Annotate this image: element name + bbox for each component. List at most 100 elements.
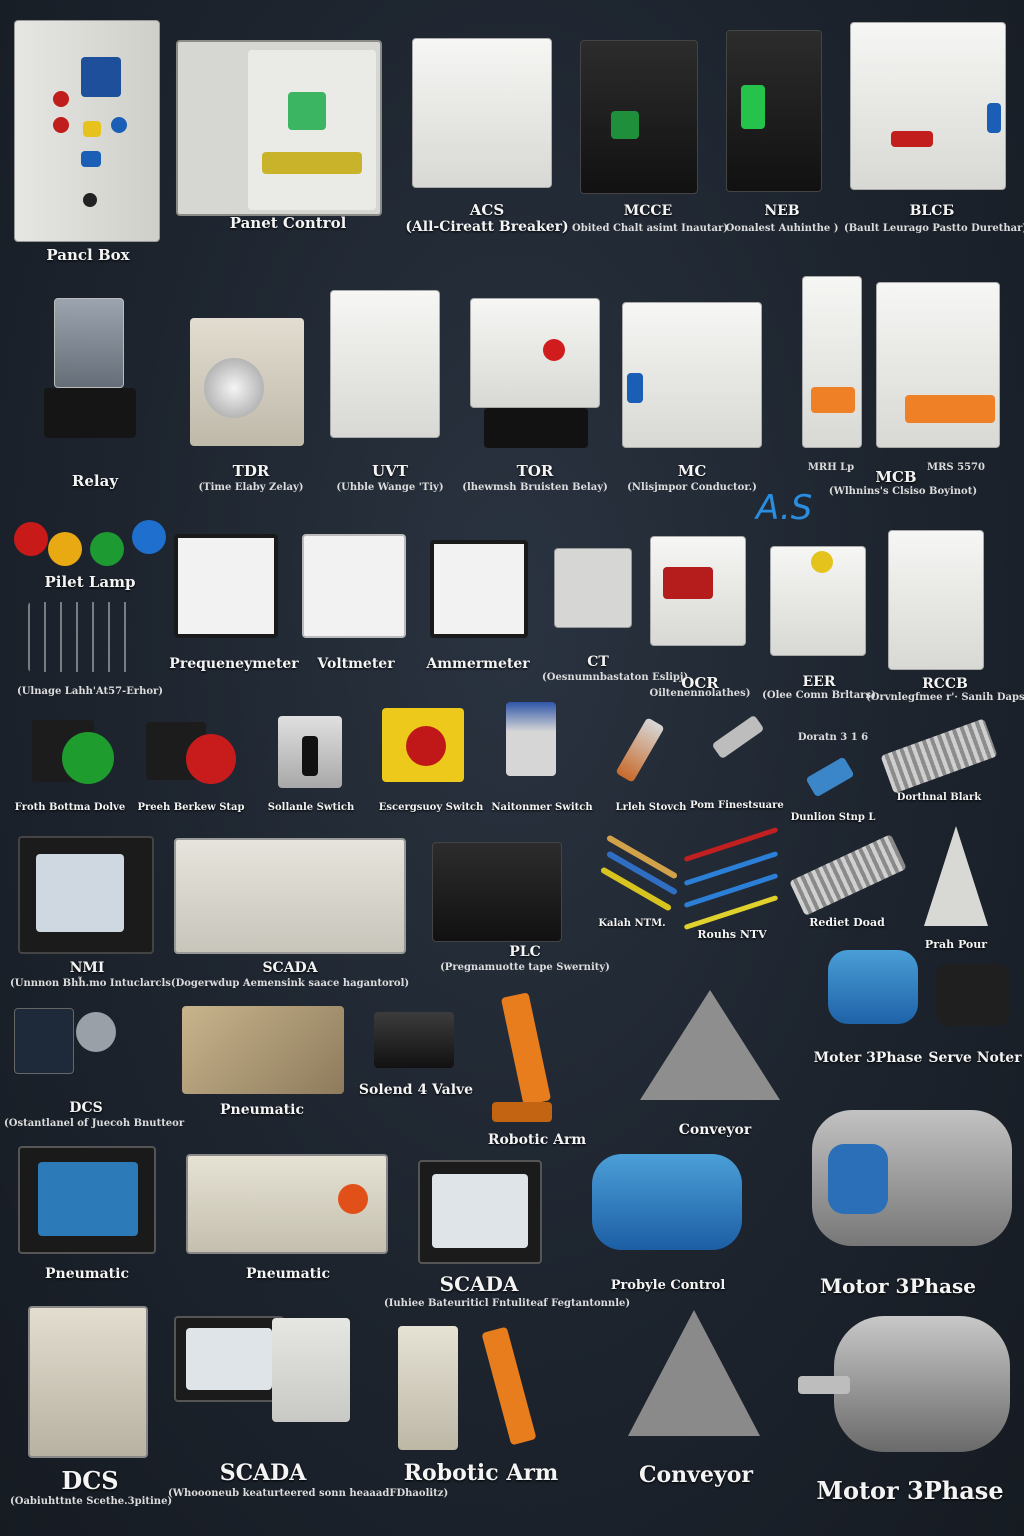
label-tor: TOR: [516, 462, 554, 480]
product-ocr[interactable]: OCR Oiltenennolathes): [640, 536, 760, 699]
product-tor[interactable]: TOR (lhewmsh Bruisten Belay): [460, 268, 610, 500]
sub-scada-2: (Iuhiee Bateuriticl Fntuliteaf Fegtanton…: [384, 1298, 631, 1309]
dcs-1-image: [14, 1008, 74, 1074]
label-rediet: Rediet Doad: [809, 916, 885, 929]
label-rccb: RCCB: [922, 676, 968, 692]
product-uvt[interactable]: UVT (Uhble Wange 'Tiy): [320, 290, 460, 500]
product-acs[interactable]: ACS (All-Cireatt Breaker): [404, 38, 570, 238]
product-rediet[interactable]: Rediet Doad: [782, 830, 912, 934]
product-eer[interactable]: EER (Olee Comn Brltars): [760, 536, 878, 701]
label-voltmeter: Voltmeter: [317, 656, 395, 672]
label-kalah: Kalah NTM.: [598, 918, 666, 929]
scada-2-image: [418, 1160, 542, 1264]
label-selector-switch: Sollanle Swtich: [267, 802, 355, 813]
label-robotic-2: Robotic Arm: [403, 1460, 559, 1486]
product-pilot-lamp[interactable]: Pilet Lamp (Ulnage Lahh'At57-Erhor): [6, 510, 174, 702]
product-servo[interactable]: Serve Noter: [926, 954, 1024, 1072]
product-probyle[interactable]: Probyle Control: [568, 1144, 768, 1294]
product-maintained-switch[interactable]: Naitonmer Switch: [486, 696, 598, 820]
frequencymeter-image: [174, 534, 278, 638]
robotic-arm-2-image: [481, 1326, 537, 1446]
product-ferrule[interactable]: Doratn 3 1 6 Dunlion Stnp L: [782, 714, 884, 826]
product-mcce[interactable]: MCCE Obited Chalt asimt Inautar): [572, 40, 728, 238]
label-pneumatic-2: Pneumatic: [45, 1266, 129, 1282]
product-ammeter[interactable]: Ammermeter: [416, 540, 540, 680]
product-kalah[interactable]: Kalah NTM.: [582, 834, 682, 934]
hmi-image: [18, 836, 154, 954]
product-scada-3[interactable]: SCADA (Whoooneub keaturteered sonn heaaa…: [168, 1312, 448, 1522]
product-blcb[interactable]: BLCБ (Bault Leurago Pastto Durethar): [844, 22, 1024, 238]
product-pneumatic-2[interactable]: Pneumatic: [14, 1144, 160, 1290]
product-ct[interactable]: CT (Oesnumnbastaton Eslipj): [542, 544, 688, 688]
product-panet-control[interactable]: Panet Control: [172, 38, 404, 238]
green-lamp-icon: [90, 532, 124, 566]
product-scada-1[interactable]: SCADA (Dogerwdup Aemensink saace haganto…: [170, 832, 410, 992]
sub-mcce: Obited Chalt asimt Inautar): [572, 223, 728, 234]
product-motor-a[interactable]: Moter 3Phase: [808, 940, 928, 1072]
label-robotic-1: Robotic Arm: [487, 1132, 587, 1148]
label-pneumatic-1: Pneumatic: [220, 1102, 304, 1118]
prah-pour-icon: [924, 826, 988, 926]
product-neb[interactable]: NEB Oonalest Auhinthe ): [720, 30, 844, 238]
label-ct: CT: [587, 654, 609, 670]
product-cable-lug[interactable]: Lrleh Stovch: [606, 708, 696, 820]
product-tdr[interactable]: TDR (Time Elaby Zelay): [176, 310, 326, 500]
label-conveyor-2: Conveyor: [638, 1462, 753, 1488]
conveyor-1-image: [640, 990, 780, 1100]
product-panel-box[interactable]: Pancl Box: [8, 14, 168, 269]
dcs-2-image: [28, 1306, 148, 1458]
product-pom-finest[interactable]: Pom Finestsuare: [690, 714, 784, 820]
product-mc[interactable]: MC (Nlisjmpor Conductor.): [612, 268, 772, 500]
product-voltmeter[interactable]: Voltmeter: [300, 530, 412, 680]
product-conveyor-1[interactable]: Conveyor: [610, 976, 820, 1142]
product-motor-c[interactable]: Motor 3Phase: [796, 1302, 1024, 1530]
sub-mcb: (Wlhnins's Clsiso Boyinot): [828, 486, 978, 497]
product-solenoid[interactable]: Solend 4 Valve: [358, 996, 474, 1106]
product-push-button[interactable]: Froth Bottma Dolve: [10, 710, 130, 820]
pom-finest-icon: [711, 714, 765, 760]
red-lamp-icon: [14, 522, 48, 556]
label-uvt: UVT: [372, 462, 408, 480]
sub-rccb: (Orvnlegfmee r'· Sanih Dapsien): [866, 692, 1024, 703]
product-pneumatic-3[interactable]: Pneumatic: [178, 1150, 398, 1290]
product-terminal-block[interactable]: Dorthnal Blark: [878, 718, 1000, 816]
product-hmi[interactable]: NMI (Unnnon Bhh̃.mo Intuclarcls: [10, 832, 171, 992]
product-conveyor-2[interactable]: Conveyor: [598, 1300, 794, 1492]
probyle-image: [592, 1154, 742, 1250]
label-acs: ACS: [469, 201, 505, 219]
product-mcb[interactable]: MRH Lp MRS 5570 MCB (Wlhnins's Clsiso Bo…: [796, 272, 1010, 500]
product-robotic-2[interactable]: Robotic Arm: [388, 1320, 574, 1490]
product-plc[interactable]: PLC (Pregnamuotte tape Swernity): [424, 838, 626, 978]
product-frequencymeter[interactable]: Prequeneymeter: [164, 530, 304, 680]
scada-3-image: [174, 1316, 284, 1402]
product-rouhs[interactable]: Rouhs NTV: [676, 818, 788, 946]
uvt-image: [330, 290, 440, 438]
panel-control-image: [176, 40, 382, 216]
product-scada-2[interactable]: SCADA (Iuhiee Bateuriticl Fntuliteaf Feg…: [384, 1158, 631, 1310]
label-mcce: MCCE: [623, 203, 673, 219]
terminal-block-icon: [880, 718, 998, 794]
label-dcs-2: DCS: [61, 1466, 119, 1495]
label-pneumatic-3: Pneumatic: [246, 1266, 330, 1282]
product-prah-pour[interactable]: Prah Pour: [906, 824, 1006, 956]
product-dcs-1[interactable]: DCS (Ostantlanel of Juecoh Bnutteor: [4, 1004, 184, 1132]
product-motor-b[interactable]: Motor 3Phase: [772, 1106, 1024, 1300]
product-rccb[interactable]: RCCB (Orvnlegfmee r'· Sanih Dapsien): [866, 526, 1024, 703]
product-push-breaker[interactable]: Preeh Berkew Stap: [130, 710, 252, 820]
mcb-single-image: [802, 276, 862, 448]
product-robotic-1[interactable]: Robotic Arm: [472, 984, 602, 1152]
label-motor-c: Motor 3Phase: [816, 1476, 1004, 1505]
maintained-switch-icon: [506, 702, 556, 776]
label-mc: MC: [677, 462, 707, 480]
ferrule-icon: [805, 756, 855, 798]
tdr-image: [190, 318, 304, 446]
sub-mc: (Nlisjmpor Conductor.): [627, 482, 757, 493]
product-relay[interactable]: Relay: [30, 286, 160, 496]
product-emergency-switch[interactable]: Escergsuoy Switch: [370, 700, 492, 820]
product-pneumatic-1[interactable]: Pneumatic: [176, 1004, 348, 1124]
product-dcs-2[interactable]: DCS (Oabiuhttnte Scethe.3pitine): [10, 1304, 172, 1514]
label-motor-a: Moter 3Phase: [813, 1050, 923, 1066]
label-ferrule: Dunlion Stnp L: [790, 812, 876, 823]
mcb-extra-2: MRS 5570: [927, 462, 985, 473]
product-selector-switch[interactable]: Sollanle Swtich: [252, 706, 370, 820]
